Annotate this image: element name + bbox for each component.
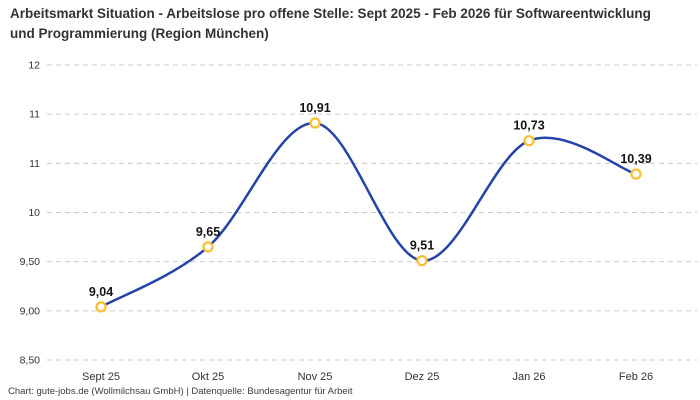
data-point-label: 9,51 bbox=[410, 239, 434, 253]
data-point-label: 10,39 bbox=[620, 152, 651, 166]
x-axis-tick-label: Feb 26 bbox=[619, 371, 653, 383]
chart-attribution: Chart: gute-jobs.de (Wollmilchsau GmbH) … bbox=[8, 386, 353, 397]
data-point-marker bbox=[416, 255, 428, 267]
y-axis-tick-label: 11 bbox=[29, 109, 40, 121]
data-point-label: 10,91 bbox=[299, 101, 330, 115]
data-point-marker bbox=[202, 241, 214, 253]
x-axis-tick-label: Dez 25 bbox=[405, 371, 440, 383]
y-axis-tick-label: 12 bbox=[28, 60, 40, 72]
y-axis-tick-label: 11 bbox=[29, 158, 40, 170]
data-point-label: 9,04 bbox=[89, 285, 113, 299]
y-axis-tick-label: 8,50 bbox=[20, 355, 41, 367]
data-point-marker bbox=[309, 117, 321, 129]
x-axis-tick-label: Nov 25 bbox=[298, 371, 333, 383]
data-point-marker bbox=[95, 301, 107, 313]
y-axis-tick-label: 10 bbox=[28, 207, 40, 219]
data-point-marker bbox=[630, 168, 642, 180]
x-axis-tick-label: Okt 25 bbox=[192, 371, 224, 383]
x-axis-tick-label: Jan 26 bbox=[512, 371, 545, 383]
data-point-marker bbox=[523, 135, 535, 147]
y-axis-tick-label: 9,00 bbox=[20, 305, 41, 317]
data-point-label: 9,65 bbox=[196, 225, 220, 239]
chart-title: Arbeitsmarkt Situation - Arbeitslose pro… bbox=[10, 6, 651, 41]
y-axis-tick-label: 9,50 bbox=[20, 256, 41, 268]
x-axis-tick-label: Sept 25 bbox=[82, 371, 120, 383]
line-series-path bbox=[99, 121, 638, 309]
data-point-label: 10,73 bbox=[513, 119, 544, 133]
